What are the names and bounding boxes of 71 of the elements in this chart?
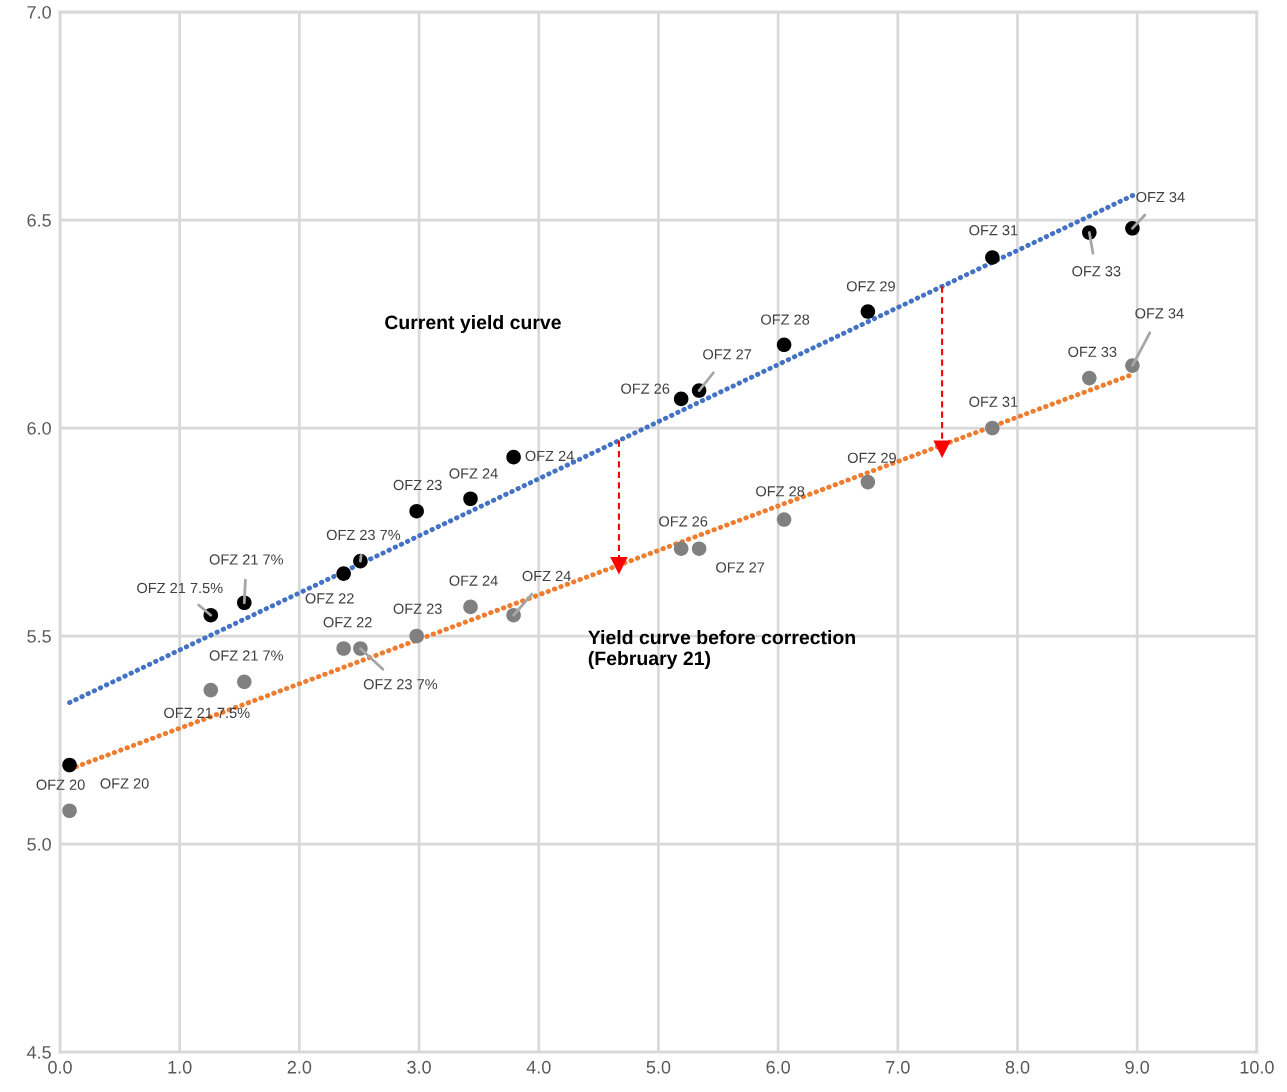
- y-tick-label: 7.0: [27, 5, 51, 19]
- annotation: OFZ 24: [525, 450, 574, 462]
- annotation: OFZ 34: [1136, 191, 1185, 203]
- x-tick-label: 9.0: [1125, 1060, 1150, 1074]
- point: [62, 803, 77, 819]
- annotation: OFZ 26: [659, 516, 708, 527]
- point: [860, 474, 876, 490]
- annotation: Yield curve before correction (February 21): [588, 630, 855, 670]
- y-tick-label: 4.5: [26, 1046, 51, 1059]
- y-tick-label: 5.5: [27, 630, 51, 643]
- point: [463, 491, 478, 507]
- point: [673, 391, 689, 407]
- annotation: OFZ 33: [1072, 266, 1121, 277]
- annotation: OFZ 29: [847, 452, 896, 464]
- annotation: OFZ 24: [522, 570, 571, 582]
- point: [409, 628, 424, 644]
- annotation: OFZ 26: [621, 383, 670, 394]
- annotation: OFZ 23 7%: [363, 679, 438, 690]
- point: [463, 599, 478, 615]
- annotation: OFZ 22: [305, 593, 354, 604]
- annotation: Current yield curve: [385, 314, 561, 334]
- x-tick-label: 10.0: [1240, 1060, 1274, 1074]
- annotation: OFZ 21 7.5%: [137, 582, 223, 594]
- annotation: OFZ 23: [393, 603, 442, 614]
- annotation: OFZ 28: [756, 486, 805, 497]
- annotation: OFZ 31: [969, 225, 1018, 236]
- point: [776, 512, 792, 527]
- annotation: OFZ 24: [449, 468, 498, 479]
- point: [610, 556, 628, 574]
- x-tick-label: 4.0: [526, 1060, 551, 1074]
- point: [776, 337, 792, 353]
- point: [506, 449, 521, 465]
- x-tick-label: 8.0: [1005, 1060, 1030, 1074]
- point: [1082, 370, 1097, 386]
- point: [62, 757, 77, 773]
- y-tick-label: 5.0: [27, 837, 51, 851]
- x-tick-label: 2.0: [287, 1060, 312, 1074]
- annotation: OFZ 28: [761, 314, 810, 325]
- point: [237, 674, 252, 690]
- x-tick-label: 7.0: [886, 1060, 910, 1074]
- point: [985, 420, 1000, 436]
- annotation: OFZ 34: [1135, 308, 1184, 319]
- annotation: OFZ 33: [1068, 346, 1117, 358]
- x-tick-label: 6.0: [766, 1060, 790, 1074]
- point: [203, 682, 219, 698]
- x-tick-label: 5.0: [646, 1060, 671, 1074]
- annotation: OFZ 31: [969, 396, 1018, 407]
- y-tick-label: 6.5: [27, 213, 51, 227]
- y-tick-label: 6.0: [27, 421, 51, 435]
- x-tick-label: 1.0: [168, 1060, 192, 1074]
- annotation: OFZ 23 7%: [326, 529, 401, 541]
- point: [336, 641, 351, 656]
- point: [673, 541, 689, 556]
- point: [933, 440, 951, 458]
- point: [860, 304, 876, 319]
- x-tick-label: 3.0: [407, 1060, 431, 1074]
- annotation: OFZ 20: [100, 778, 149, 789]
- point: [985, 250, 1000, 265]
- annotation: OFZ 27: [716, 562, 765, 573]
- annotation: OFZ 27: [703, 349, 752, 360]
- annotation: OFZ 23: [393, 479, 442, 491]
- annotation: OFZ 22: [323, 617, 372, 628]
- point: [691, 541, 707, 556]
- annotation: OFZ 21 7%: [209, 554, 284, 565]
- annotation: OFZ 29: [846, 281, 895, 292]
- annotation: OFZ 21 7%: [209, 650, 284, 661]
- x-tick-label: 0.0: [48, 1060, 72, 1074]
- point: [336, 566, 351, 581]
- point: [409, 503, 424, 519]
- annotation: OFZ 20: [36, 779, 85, 790]
- annotation: OFZ 24: [449, 575, 498, 586]
